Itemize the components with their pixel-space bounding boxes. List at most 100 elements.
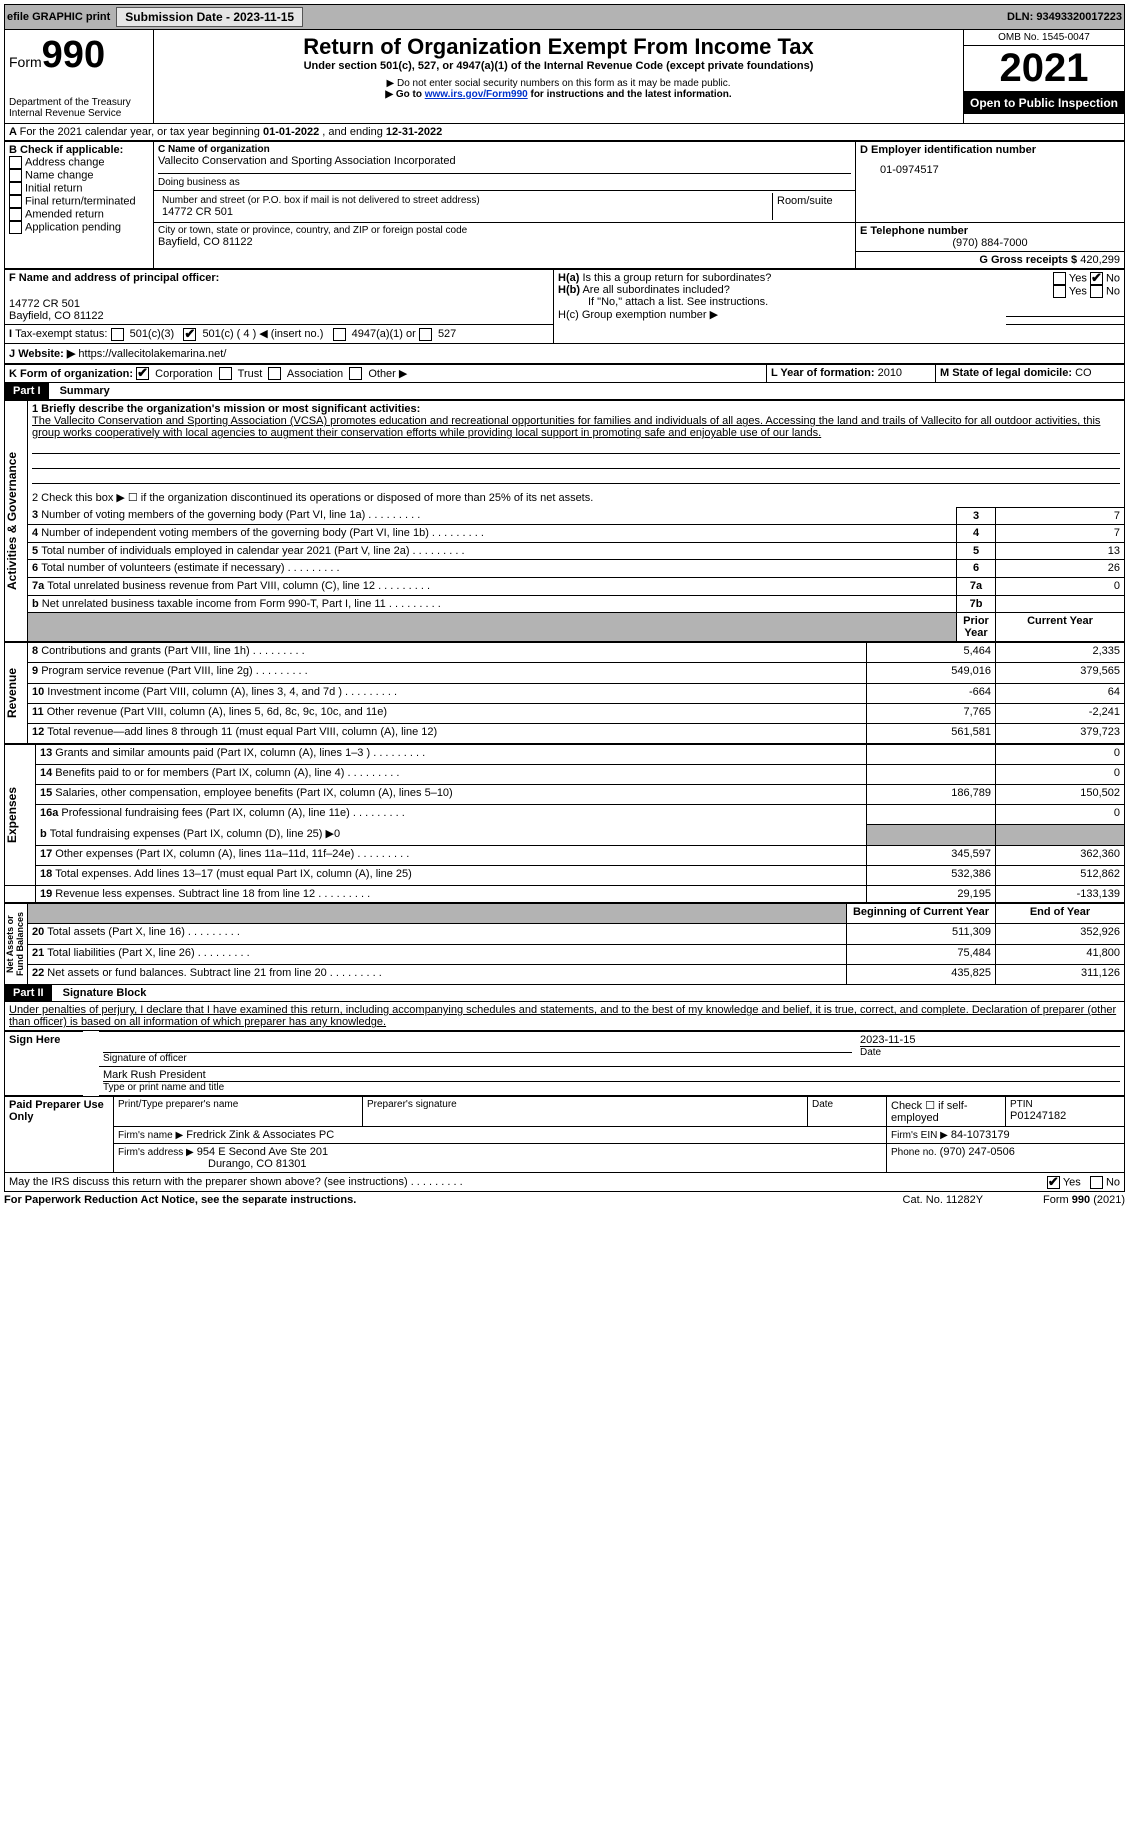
val-10c: 64 (996, 683, 1125, 703)
shaded-row (28, 613, 957, 642)
revenue-block: Revenue 8 Contributions and grants (Part… (4, 642, 1125, 744)
ein-value: 01-0974517 (880, 164, 1120, 176)
val-19c: -133,139 (996, 886, 1125, 903)
val-22p: 435,825 (847, 964, 996, 984)
line14: Benefits paid to or for members (Part IX… (55, 767, 399, 779)
note-pre: ▶ Go to (385, 89, 424, 100)
submission-date-button[interactable]: Submission Date - 2023-11-15 (116, 7, 303, 27)
sig-date-value: 2023-11-15 (860, 1034, 1120, 1046)
val-7b (996, 595, 1125, 613)
eoy-header: End of Year (996, 904, 1125, 924)
shaded-cell (28, 904, 847, 924)
blank-line (32, 454, 1120, 469)
Hb-yes[interactable] (1053, 285, 1066, 298)
form-word: Form (9, 54, 42, 70)
boxG-label: G Gross receipts $ (979, 254, 1077, 266)
chk-501c3[interactable] (111, 328, 124, 341)
self-employed-check[interactable]: Check ☐ if self-employed (887, 1097, 1006, 1127)
klm-row: K Form of organization: Corporation Trus… (4, 364, 1125, 384)
org-name: Vallecito Conservation and Sporting Asso… (158, 155, 851, 167)
firm-addr1: 954 E Second Ave Ste 201 (197, 1146, 328, 1158)
discuss-no[interactable] (1090, 1176, 1103, 1189)
form-990-number: 990 (42, 34, 105, 76)
boxI-label: Tax-exempt status: (15, 328, 107, 340)
city-label: City or town, state or province, country… (158, 225, 851, 236)
entity-block: B Check if applicable: Address change Na… (4, 141, 1125, 269)
paid-preparer-block: Paid Preparer Use Only Print/Type prepar… (4, 1096, 1125, 1173)
Ha-label: H(a) Is this a group return for subordin… (558, 272, 1002, 284)
val-9c: 379,565 (996, 663, 1125, 683)
boxK-label: K Form of organization: (9, 368, 133, 380)
boxJ-label: Website: ▶ (18, 348, 75, 360)
chk-corp[interactable] (136, 367, 149, 380)
line17: Other expenses (Part IX, column (A), lin… (55, 848, 409, 860)
chk-501c[interactable] (183, 328, 196, 341)
discuss-yes[interactable] (1047, 1176, 1060, 1189)
irs-label: Internal Revenue Service (9, 108, 149, 119)
chk-527[interactable] (419, 328, 432, 341)
line9: Program service revenue (Part VIII, line… (41, 665, 308, 677)
phone-label: Phone no. (891, 1147, 937, 1158)
chk-final-return[interactable]: Final return/terminated (9, 195, 149, 208)
line1-label: 1 Briefly describe the organization's mi… (32, 403, 1120, 415)
irs-form990-link[interactable]: www.irs.gov/Form990 (425, 89, 528, 100)
chk-amended[interactable]: Amended return (9, 208, 149, 221)
val-16ac: 0 (996, 805, 1125, 825)
part2-bar: Part II (5, 985, 52, 1001)
val-18c: 512,862 (996, 866, 1125, 886)
val-5: 13 (996, 542, 1125, 560)
val-21c: 41,800 (996, 944, 1125, 964)
year-formation: 2010 (878, 367, 902, 379)
website-row: J Website: ▶ https://vallecitolakemarina… (4, 344, 1125, 364)
penalty-text: Under penalties of perjury, I declare th… (4, 1002, 1125, 1031)
prep-name-label: Print/Type preparer's name (118, 1099, 358, 1110)
line8: Contributions and grants (Part VIII, lin… (41, 645, 305, 657)
Hb-no[interactable] (1090, 285, 1103, 298)
ptin-value: P01247182 (1010, 1110, 1120, 1122)
ptin-label: PTIN (1010, 1099, 1120, 1110)
phone-value: (970) 247-0506 (940, 1146, 1015, 1158)
officer-block: F Name and address of principal officer:… (4, 269, 1125, 344)
state-domicile: CO (1075, 367, 1092, 379)
Ha-yes[interactable] (1053, 272, 1066, 285)
sig-officer-label: Signature of officer (103, 1052, 852, 1064)
chk-assoc[interactable] (268, 367, 281, 380)
addr-label: Number and street (or P.O. box if mail i… (162, 195, 768, 206)
boxL-label: L Year of formation: (771, 367, 875, 379)
val-16ap (867, 805, 996, 825)
val-11p: 7,765 (867, 703, 996, 723)
val-8p: 5,464 (867, 643, 996, 663)
chk-app-pending[interactable]: Application pending (9, 221, 149, 234)
line16a: Professional fundraising fees (Part IX, … (61, 807, 404, 819)
Ha-no[interactable] (1090, 272, 1103, 285)
chk-initial-return[interactable]: Initial return (9, 182, 149, 195)
boxC-name-label: C Name of organization (158, 144, 851, 155)
period-row: A For the 2021 calendar year, or tax yea… (4, 124, 1125, 141)
part2-title: Signature Block (63, 987, 147, 999)
boxD-label: D Employer identification number (860, 144, 1120, 156)
chk-trust[interactable] (219, 367, 232, 380)
officer-name-title: Mark Rush President (103, 1069, 1120, 1081)
line6: Total number of volunteers (estimate if … (41, 562, 339, 574)
chk-4947[interactable] (333, 328, 346, 341)
line10: Investment income (Part VIII, column (A)… (47, 686, 397, 698)
officer-addr1: 14772 CR 501 (9, 298, 549, 310)
period-begin: 01-01-2022 (263, 126, 319, 138)
open-to-public: Open to Public Inspection (964, 92, 1124, 114)
room-suite-label: Room/suite (773, 193, 852, 220)
val-10p: -664 (867, 683, 996, 703)
period-pre: For the 2021 calendar year, or tax year … (20, 126, 263, 138)
val-22c: 311,126 (996, 964, 1125, 984)
note-ssn: ▶ Do not enter social security numbers o… (158, 78, 959, 89)
line19: Revenue less expenses. Subtract line 18 … (55, 888, 370, 900)
line4: Number of independent voting members of … (41, 527, 484, 539)
efile-label: efile GRAPHIC print (7, 11, 110, 23)
discuss-text: May the IRS discuss this return with the… (9, 1176, 463, 1188)
chk-other[interactable] (349, 367, 362, 380)
type-name-label: Type or print name and title (103, 1081, 1120, 1093)
line16b: Total fundraising expenses (Part IX, col… (50, 828, 340, 840)
period-mid: , and ending (319, 126, 386, 138)
chk-name-change[interactable]: Name change (9, 169, 149, 182)
chk-address-change[interactable]: Address change (9, 156, 149, 169)
val-13p (867, 745, 996, 765)
